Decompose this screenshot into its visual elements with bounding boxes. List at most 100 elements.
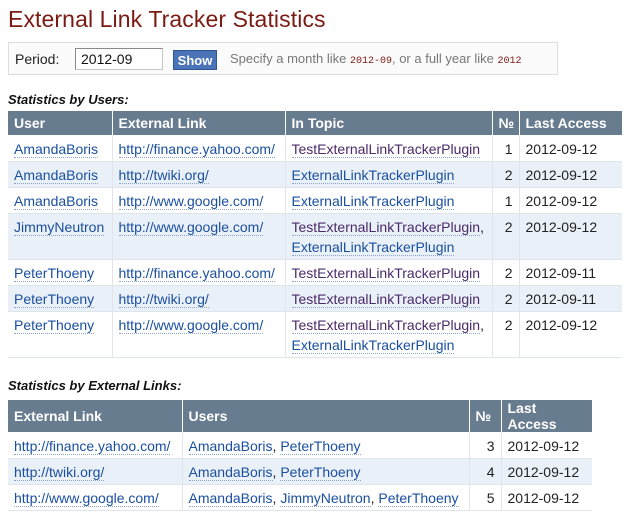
- user-link[interactable]: PeterThoeny: [14, 317, 95, 334]
- topic-link[interactable]: TestExternalLinkTrackerPlugin: [291, 265, 481, 282]
- external-link[interactable]: http://finance.yahoo.com/: [118, 141, 275, 158]
- external-link-cell: http://twiki.org/: [8, 458, 183, 485]
- external-link[interactable]: http://twiki.org/: [118, 291, 209, 308]
- topic-link[interactable]: TestExternalLinkTrackerPlugin: [291, 317, 481, 334]
- topic-cell: TestExternalLinkTrackerPlugin: [285, 285, 493, 312]
- user-link[interactable]: AmandaBoris: [14, 141, 99, 158]
- separator: ,: [480, 219, 484, 235]
- external-link-cell: http://finance.yahoo.com/: [8, 432, 183, 459]
- external-link[interactable]: http://finance.yahoo.com/: [14, 438, 171, 455]
- col-header-last-access[interactable]: Last Access: [519, 111, 622, 136]
- topic-cell: ExternalLinkTrackerPlugin: [285, 161, 493, 188]
- col-header-count[interactable]: №: [492, 111, 520, 136]
- last-access-cell: 2012-09-12: [501, 484, 592, 511]
- external-link[interactable]: http://twiki.org/: [118, 167, 209, 184]
- user-link[interactable]: JimmyNeutron: [14, 219, 105, 236]
- count-cell: 2: [492, 259, 520, 286]
- count-cell: 2: [492, 285, 520, 312]
- period-hint: Specify a month like 2012-09, or a full …: [230, 51, 522, 67]
- user-link[interactable]: AmandaBoris: [188, 490, 273, 507]
- show-button[interactable]: Show: [173, 50, 217, 70]
- external-link-cell: http://finance.yahoo.com/: [112, 135, 286, 162]
- col-header-external-link[interactable]: External Link: [8, 400, 183, 433]
- page-title: External Link Tracker Statistics: [8, 6, 326, 32]
- last-access-cell: 2012-09-12: [519, 135, 622, 162]
- topic-link[interactable]: ExternalLinkTrackerPlugin: [291, 239, 455, 256]
- period-form: Period: Show Specify a month like 2012-0…: [8, 42, 558, 75]
- col-header-external-link[interactable]: External Link: [112, 111, 286, 136]
- hint-year-example: 2012: [497, 56, 522, 67]
- user-link[interactable]: AmandaBoris: [14, 167, 99, 184]
- external-link[interactable]: http://finance.yahoo.com/: [118, 265, 275, 282]
- col-header-users[interactable]: Users: [182, 400, 470, 433]
- count-cell: 4: [469, 458, 502, 485]
- count-cell: 2: [492, 161, 520, 188]
- user-cell: PeterThoeny: [8, 311, 113, 358]
- users-stats-table: User External Link In Topic № Last Acces…: [8, 111, 622, 358]
- last-access-cell: 2012-09-12: [519, 187, 622, 214]
- count-cell: 1: [492, 135, 520, 162]
- table-row: PeterThoeny http://finance.yahoo.com/Test…: [8, 259, 622, 286]
- external-link-cell: http://finance.yahoo.com/: [112, 259, 286, 286]
- user-link[interactable]: PeterThoeny: [14, 265, 95, 282]
- last-access-cell: 2012-09-11: [519, 259, 622, 286]
- table-row: AmandaBoris http://twiki.org/ExternalLink…: [8, 161, 622, 188]
- count-cell: 3: [469, 432, 502, 459]
- separator: ,: [480, 317, 484, 333]
- col-header-last-access[interactable]: Last Access: [501, 400, 592, 433]
- links-table-header: External Link Users № Last Access: [8, 400, 592, 433]
- external-link[interactable]: http://twiki.org/: [14, 464, 105, 481]
- topic-link[interactable]: ExternalLinkTrackerPlugin: [291, 193, 455, 210]
- external-link-cell: http://www.google.com/: [8, 484, 183, 511]
- table-row: PeterThoeny http://twiki.org/TestExternal…: [8, 285, 622, 312]
- table-row: http://twiki.org/AmandaBoris, PeterThoen…: [8, 458, 592, 485]
- external-link[interactable]: http://www.google.com/: [14, 490, 159, 507]
- topic-link[interactable]: TestExternalLinkTrackerPlugin: [291, 141, 481, 158]
- user-link[interactable]: PeterThoeny: [280, 464, 361, 481]
- last-access-cell: 2012-09-12: [501, 458, 592, 485]
- user-link[interactable]: PeterThoeny: [14, 291, 95, 308]
- topic-link[interactable]: ExternalLinkTrackerPlugin: [291, 337, 455, 354]
- users-cell: AmandaBoris, JimmyNeutron, PeterThoeny: [182, 484, 470, 511]
- topic-link[interactable]: ExternalLinkTrackerPlugin: [291, 167, 455, 184]
- last-access-cell: 2012-09-12: [519, 311, 622, 358]
- table-row: PeterThoeny http://www.google.com/TestExt…: [8, 311, 622, 358]
- col-header-in-topic[interactable]: In Topic: [285, 111, 493, 136]
- user-cell: PeterThoeny: [8, 259, 113, 286]
- table-row: AmandaBoris http://www.google.com/Externa…: [8, 187, 622, 214]
- external-link[interactable]: http://www.google.com/: [118, 193, 264, 210]
- last-access-cell: 2012-09-12: [519, 213, 622, 260]
- topic-cell: ExternalLinkTrackerPlugin: [285, 187, 493, 214]
- separator: ,: [272, 490, 281, 506]
- user-link[interactable]: AmandaBoris: [188, 464, 273, 481]
- user-link[interactable]: AmandaBoris: [14, 193, 99, 210]
- col-header-count[interactable]: №: [469, 400, 502, 433]
- col-header-user[interactable]: User: [8, 111, 113, 136]
- count-cell: 1: [492, 187, 520, 214]
- user-link[interactable]: JimmyNeutron: [280, 490, 371, 507]
- table-row: http://finance.yahoo.com/AmandaBoris, Pe…: [8, 432, 592, 459]
- topic-link[interactable]: TestExternalLinkTrackerPlugin: [291, 219, 481, 236]
- external-link[interactable]: http://www.google.com/: [118, 317, 264, 334]
- external-link-cell: http://www.google.com/: [112, 213, 286, 260]
- users-cell: AmandaBoris, PeterThoeny: [182, 432, 470, 459]
- links-stats-table: External Link Users № Last Access http:/…: [8, 400, 592, 511]
- period-input[interactable]: [75, 48, 163, 70]
- external-link-cell: http://twiki.org/: [112, 161, 286, 188]
- last-access-cell: 2012-09-12: [501, 432, 592, 459]
- external-link[interactable]: http://www.google.com/: [118, 219, 264, 236]
- external-link-cell: http://www.google.com/: [112, 311, 286, 358]
- user-link[interactable]: PeterThoeny: [378, 490, 459, 507]
- period-label: Period:: [15, 51, 60, 67]
- topic-link[interactable]: TestExternalLinkTrackerPlugin: [291, 291, 481, 308]
- last-access-cell: 2012-09-12: [519, 161, 622, 188]
- topic-cell: TestExternalLinkTrackerPlugin: [285, 135, 493, 162]
- external-link-cell: http://twiki.org/: [112, 285, 286, 312]
- last-access-cell: 2012-09-11: [519, 285, 622, 312]
- user-cell: JimmyNeutron: [8, 213, 113, 260]
- user-link[interactable]: AmandaBoris: [188, 438, 273, 455]
- topic-cell: TestExternalLinkTrackerPlugin, ExternalLi…: [285, 311, 493, 358]
- user-cell: AmandaBoris: [8, 135, 113, 162]
- users-table-header: User External Link In Topic № Last Acces…: [8, 111, 622, 136]
- user-link[interactable]: PeterThoeny: [280, 438, 361, 455]
